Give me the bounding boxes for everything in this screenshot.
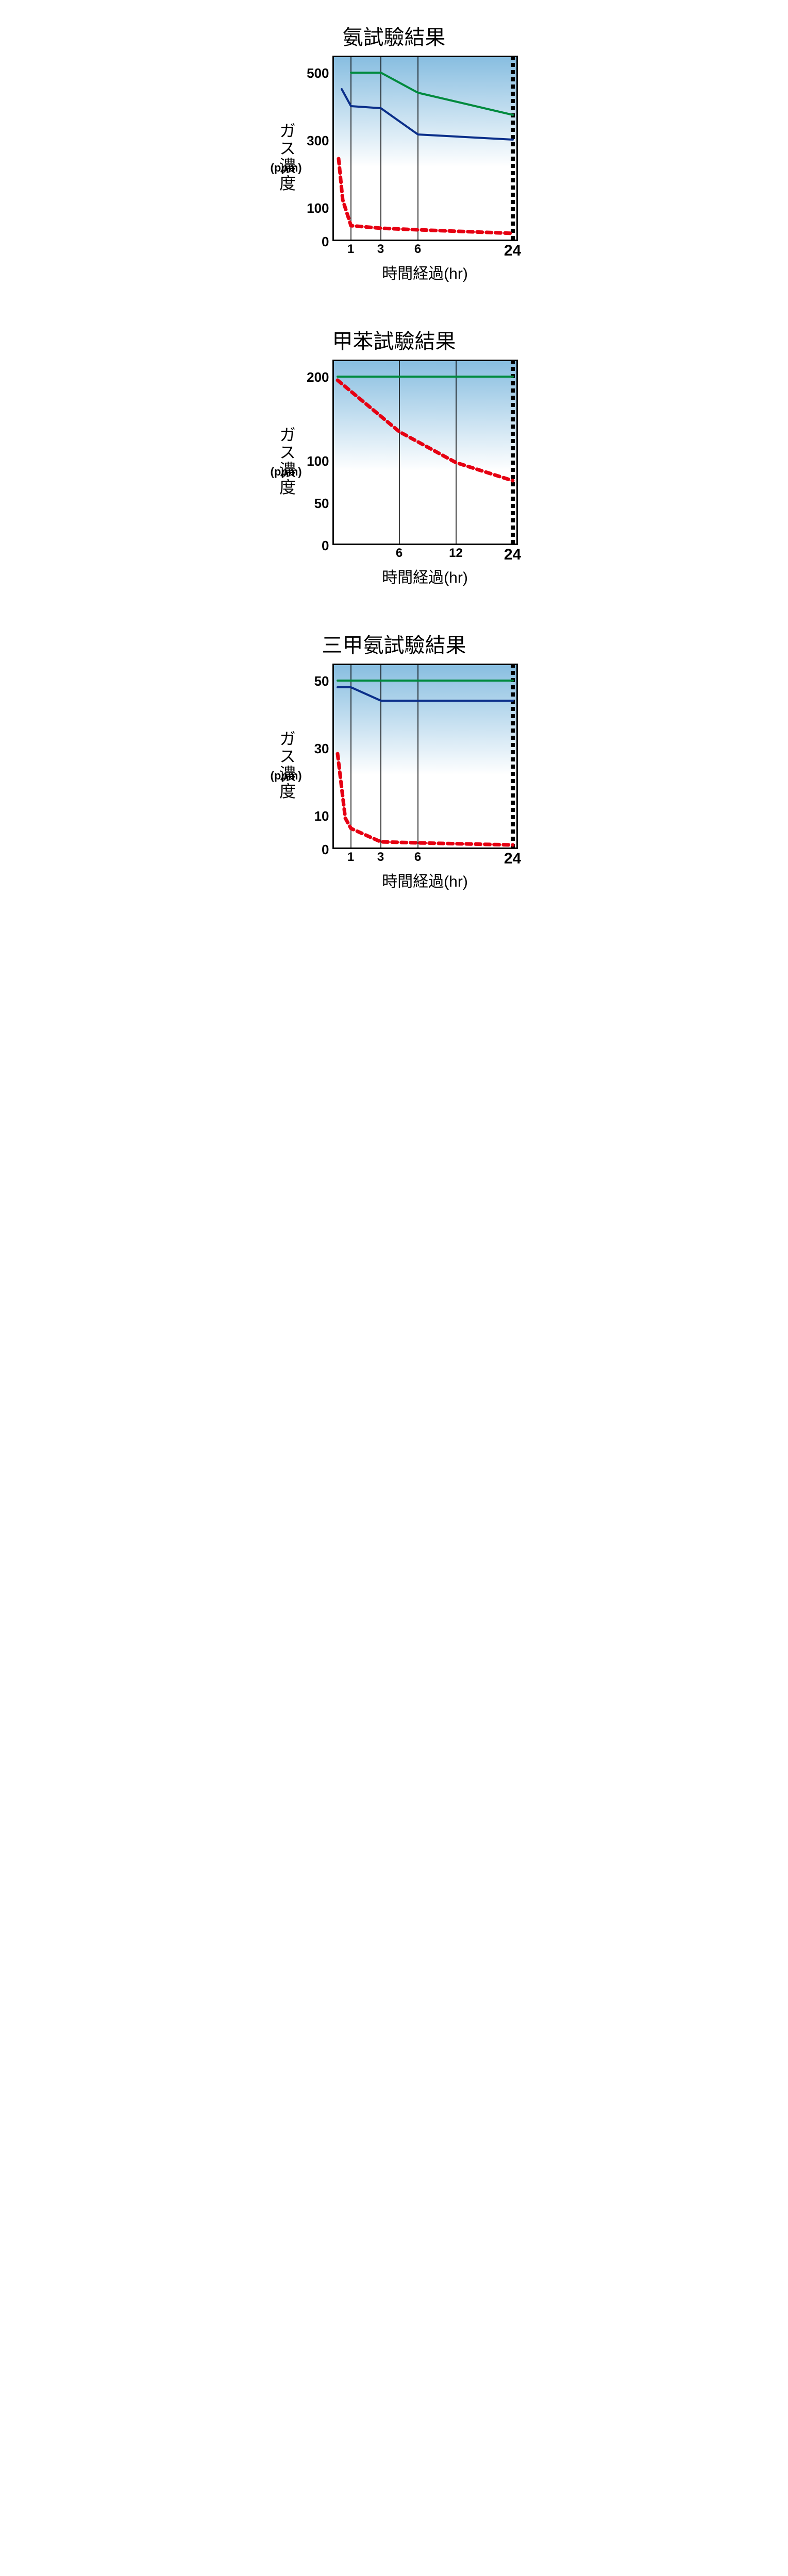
x-tick: 6	[414, 242, 421, 257]
y-tick: 50	[314, 673, 329, 689]
y-ticks: 0103050	[305, 664, 329, 849]
x-ticks: 1 3 6 24	[332, 241, 518, 257]
x-ticks: 1 3 6 24	[332, 849, 518, 865]
y-axis-label: ガス濃度	[275, 426, 298, 496]
x-tick: 1	[347, 242, 354, 257]
y-tick: 50	[314, 496, 329, 512]
y-tick: 10	[314, 808, 329, 824]
y-ticks: 0100300500	[305, 56, 329, 241]
chart-title: 甲苯試驗結果	[271, 325, 518, 354]
y-tick: 200	[307, 369, 329, 385]
plot-area	[332, 56, 518, 241]
chart-title: 三甲氨試驗結果	[271, 629, 518, 658]
y-axis-unit: (ppm)	[271, 161, 302, 175]
plot-area	[332, 664, 518, 849]
x-tick: 24	[504, 546, 521, 564]
chart: 三甲氨試驗結果ガス濃度(ppm) 0 10 30 50 1 3 6 24時間経過(hr)	[271, 629, 518, 891]
y-axis-unit: (ppm)	[271, 769, 302, 783]
x-tick: 6	[414, 850, 421, 865]
y-tick: 0	[322, 842, 329, 858]
x-tick: 24	[504, 850, 521, 868]
x-axis-label: 時間経過(hr)	[332, 261, 518, 283]
y-ticks: 050100200	[305, 360, 329, 545]
x-tick: 1	[347, 850, 354, 865]
x-tick: 24	[504, 242, 521, 260]
y-tick: 0	[322, 234, 329, 250]
x-tick: 3	[377, 850, 384, 865]
y-tick: 100	[307, 200, 329, 216]
x-tick: 12	[449, 546, 463, 561]
chart: 氨試驗結果ガス濃度(ppm) 0 100 300 500 1 3 6 24時間経過(hr)	[271, 21, 518, 283]
y-tick: 0	[322, 538, 329, 554]
x-axis-label: 時間経過(hr)	[332, 869, 518, 891]
x-tick: 3	[377, 242, 384, 257]
y-axis-label: ガス濃度	[275, 730, 298, 800]
y-axis-label: ガス濃度	[275, 122, 298, 192]
y-tick: 30	[314, 741, 329, 757]
y-tick: 100	[307, 453, 329, 469]
plot-area	[332, 360, 518, 545]
y-tick: 300	[307, 133, 329, 149]
x-tick: 6	[396, 546, 403, 561]
x-ticks: 6 12 24	[332, 545, 518, 561]
x-axis-label: 時間経過(hr)	[332, 565, 518, 587]
y-axis-unit: (ppm)	[271, 465, 302, 479]
chart: 甲苯試驗結果ガス濃度(ppm) 0 50 100 200 6 12 24時間経過(hr)	[271, 325, 518, 587]
chart-title: 氨試驗結果	[271, 21, 518, 50]
y-tick: 500	[307, 65, 329, 81]
